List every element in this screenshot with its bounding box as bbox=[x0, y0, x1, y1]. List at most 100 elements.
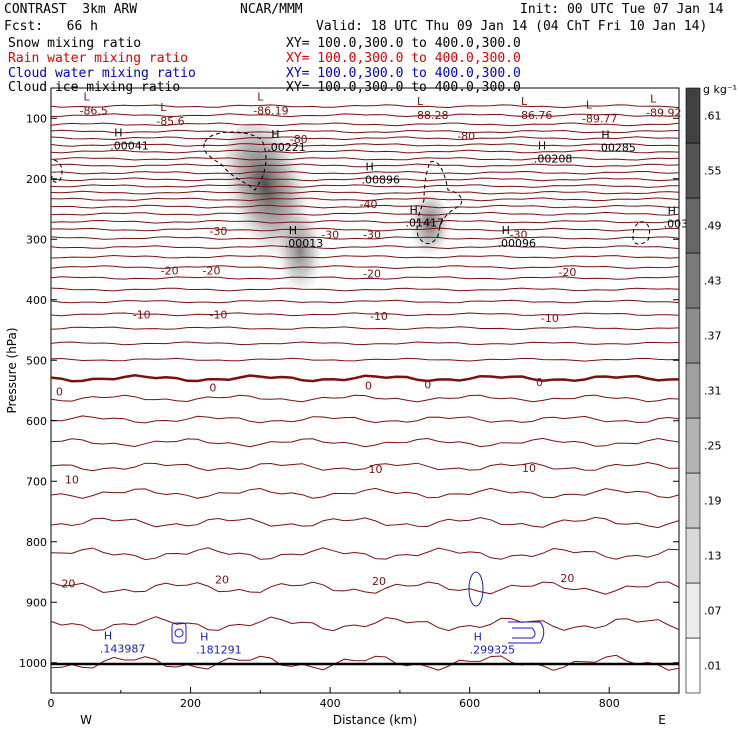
temperature-label: 10 bbox=[522, 462, 536, 475]
field-rain-xy: XY= 100.0,300.0 to 400.0,300.0 bbox=[286, 51, 521, 66]
temperature-label: 0 bbox=[209, 381, 216, 394]
x-tick-label: 400 bbox=[320, 697, 341, 710]
temperature-contour-line bbox=[51, 357, 679, 362]
ice-high-marker: H bbox=[502, 224, 510, 237]
temperature-contour-line bbox=[51, 129, 679, 134]
temperature-label: -30 bbox=[209, 225, 227, 238]
cloud-water-cell-east bbox=[508, 621, 545, 644]
field-cloud-ice-xy: XY= 100.0,300.0 to 400.0,300.0 bbox=[286, 80, 521, 95]
colorbar-label: .13 bbox=[704, 550, 722, 563]
colorbar: .01 .07 .13 .19 .25 .31 .37 .43 .49 .55 .61 g kg⁻¹ bbox=[685, 83, 737, 694]
center-name: NCAR/MMM bbox=[240, 2, 303, 17]
temperature-label: 10 bbox=[368, 463, 382, 476]
ice-high-marker: H bbox=[668, 205, 676, 218]
temperature-contour-line bbox=[51, 219, 679, 224]
temperature-contour-line bbox=[51, 204, 679, 209]
colorbar-cell bbox=[685, 252, 701, 309]
temperature-contour-line bbox=[51, 341, 679, 346]
ice-contour-far-east bbox=[632, 221, 651, 245]
temperature-contour-line bbox=[51, 177, 679, 182]
colorbar-label: .61 bbox=[704, 110, 722, 123]
y-tick-label: 300 bbox=[26, 233, 47, 246]
low-marker: L bbox=[257, 91, 264, 104]
ice-high-marker: H bbox=[601, 128, 609, 141]
temperature-contour-line bbox=[51, 276, 679, 280]
y-tick-label: 100 bbox=[26, 112, 47, 125]
west-label: W bbox=[80, 713, 92, 727]
colorbar-label: .37 bbox=[704, 330, 722, 343]
temperature-label: 20 bbox=[61, 577, 75, 590]
east-label: E bbox=[658, 713, 666, 727]
low-marker: L bbox=[521, 95, 528, 108]
temperature-label: -20 bbox=[161, 265, 179, 278]
temperature-contour-line bbox=[51, 157, 679, 161]
ice-high-value-label: .00208 bbox=[534, 152, 573, 165]
low-value-label: -85.6 bbox=[156, 115, 184, 128]
cloud-water-cell-west bbox=[171, 622, 187, 644]
contour-labels: -80 -80 -40 -30 -30 -30 -30 -20 -20 -20 -20 -10 -10 -… bbox=[56, 91, 688, 657]
colorbar-cell bbox=[685, 87, 701, 144]
temperature-label: -10 bbox=[541, 312, 559, 325]
colorbar-label: .25 bbox=[704, 440, 722, 453]
ice-high-marker: H bbox=[409, 203, 417, 216]
temperature-label: -40 bbox=[360, 198, 378, 211]
colorbar-label: .31 bbox=[704, 385, 722, 398]
low-value-label: -89.92 bbox=[646, 106, 681, 119]
cloud-water-high-value-label: .181291 bbox=[196, 644, 242, 657]
colorbar-cell bbox=[685, 197, 701, 254]
temperature-label: -10 bbox=[133, 308, 151, 321]
colorbar-cell bbox=[685, 472, 701, 529]
temperature-contour-line bbox=[51, 245, 679, 250]
temperature-contour-line bbox=[51, 254, 679, 259]
temperature-contour-line bbox=[51, 547, 679, 561]
colorbar-label: .43 bbox=[704, 275, 722, 288]
colorbar-label: .07 bbox=[704, 605, 722, 618]
ice-high-value-label: .003 bbox=[664, 218, 689, 231]
ice-high-value-label: .00896 bbox=[362, 174, 401, 187]
field-cloud-water-name: Cloud water mixing ratio bbox=[8, 66, 196, 81]
ice-contour-edge bbox=[51, 159, 63, 183]
temperature-contour-line bbox=[51, 415, 679, 424]
y-tick-label: 900 bbox=[26, 596, 47, 609]
ice-high-value-label: .00221 bbox=[267, 141, 306, 154]
temperature-contour-line bbox=[51, 461, 679, 472]
field-rain-name: Rain water mixing ratio bbox=[8, 51, 189, 66]
temperature-label: -30 bbox=[510, 228, 528, 241]
cloud-water-high-marker: H bbox=[474, 631, 482, 644]
ice-high-value-label: .00285 bbox=[597, 141, 636, 154]
temperature-contour-line bbox=[51, 581, 679, 595]
temperature-contour-line bbox=[51, 265, 679, 270]
temperature-contour-line bbox=[51, 184, 679, 188]
temperature-label: 10 bbox=[65, 473, 79, 486]
valid-time: Valid: 18 UTC Thu 09 Jan 14 (04 ChT Fri … bbox=[316, 19, 708, 34]
cloud-ice-contours bbox=[51, 131, 651, 245]
cloud-water-high-value-label: .143987 bbox=[100, 642, 146, 655]
low-marker: L bbox=[160, 101, 167, 114]
y-tick-label: 1000 bbox=[19, 657, 47, 670]
temperature-contour-line bbox=[51, 326, 679, 331]
field-snow-xy: XY= 100.0,300.0 to 400.0,300.0 bbox=[286, 36, 521, 51]
y-tick-label: 800 bbox=[26, 536, 47, 549]
low-value-label: -88.28 bbox=[413, 109, 448, 122]
x-axis-label: Distance (km) bbox=[333, 713, 417, 727]
temperature-contour-line bbox=[51, 299, 679, 304]
temperature-contour-line bbox=[51, 170, 679, 175]
freezing-contour-line bbox=[51, 374, 679, 383]
temperature-contour-line bbox=[51, 136, 679, 141]
temperature-label: -30 bbox=[363, 228, 381, 241]
temperature-contour-line bbox=[51, 211, 679, 216]
temperature-contour-line bbox=[51, 227, 679, 232]
y-axis-label: Pressure (hPa) bbox=[5, 327, 19, 413]
temperature-label: -80 bbox=[290, 133, 308, 146]
ice-high-marker: H bbox=[366, 161, 374, 174]
ice-high-value-label: .00013 bbox=[285, 237, 324, 250]
temperature-contour-line bbox=[51, 287, 679, 292]
low-value-label: -86.19 bbox=[253, 105, 288, 118]
ice-high-marker: H bbox=[271, 128, 279, 141]
y-tick-label: 500 bbox=[26, 354, 47, 367]
y-tick-label: 600 bbox=[26, 415, 47, 428]
colorbar-cell bbox=[685, 362, 701, 419]
colorbar-cell bbox=[685, 527, 701, 584]
temperature-contour-line bbox=[51, 616, 679, 632]
temperature-label: 0 bbox=[536, 376, 543, 389]
